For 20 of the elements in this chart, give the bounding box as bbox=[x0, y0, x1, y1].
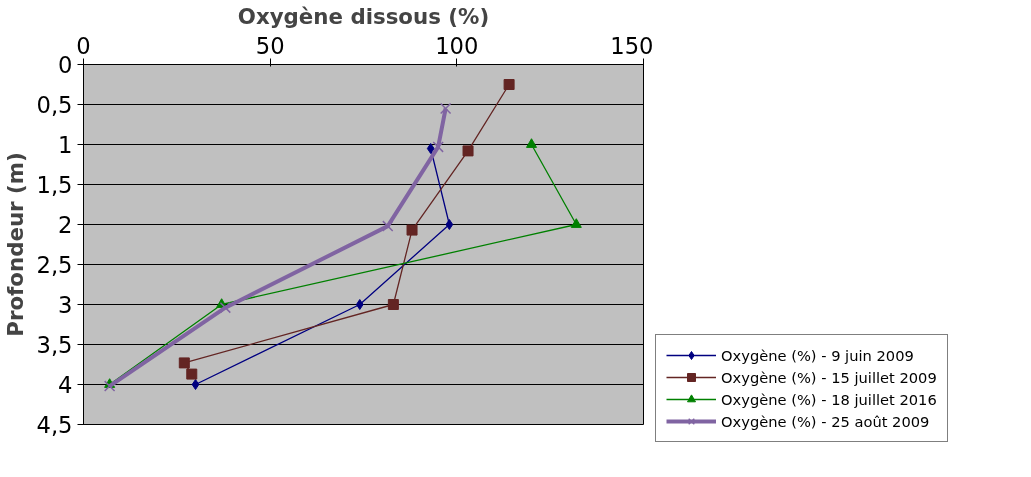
x-tick-label: 0 bbox=[76, 32, 91, 59]
y-tick-label: 3 bbox=[58, 292, 73, 318]
x-axis-title: Oxygène dissous (%) bbox=[237, 3, 490, 29]
y-tick-label: 2,5 bbox=[36, 252, 73, 278]
x-tick-label: 100 bbox=[435, 32, 479, 59]
y-tick-label: 1,5 bbox=[36, 172, 73, 198]
y-tick-label: 2 bbox=[58, 212, 73, 238]
legend-label: Oxygène (%) - 18 juillet 2016 bbox=[721, 390, 937, 408]
legend-label: Oxygène (%) - 9 juin 2009 bbox=[721, 346, 914, 364]
y-axis-title: Profondeur (m) bbox=[3, 152, 29, 337]
y-tick-label: 0,5 bbox=[36, 92, 73, 118]
legend-label: Oxygène (%) - 15 juillet 2009 bbox=[721, 368, 937, 386]
y-tick-label: 4 bbox=[58, 372, 73, 398]
legend-label: Oxygène (%) - 25 août 2009 bbox=[721, 412, 930, 430]
y-tick-label: 4,5 bbox=[36, 412, 73, 438]
x-tick-label: 150 bbox=[610, 32, 654, 59]
y-tick-label: 3,5 bbox=[36, 332, 73, 358]
x-tick-label: 50 bbox=[255, 32, 285, 59]
y-tick-label: 1 bbox=[58, 132, 73, 158]
y-tick-label: 0 bbox=[58, 52, 73, 78]
